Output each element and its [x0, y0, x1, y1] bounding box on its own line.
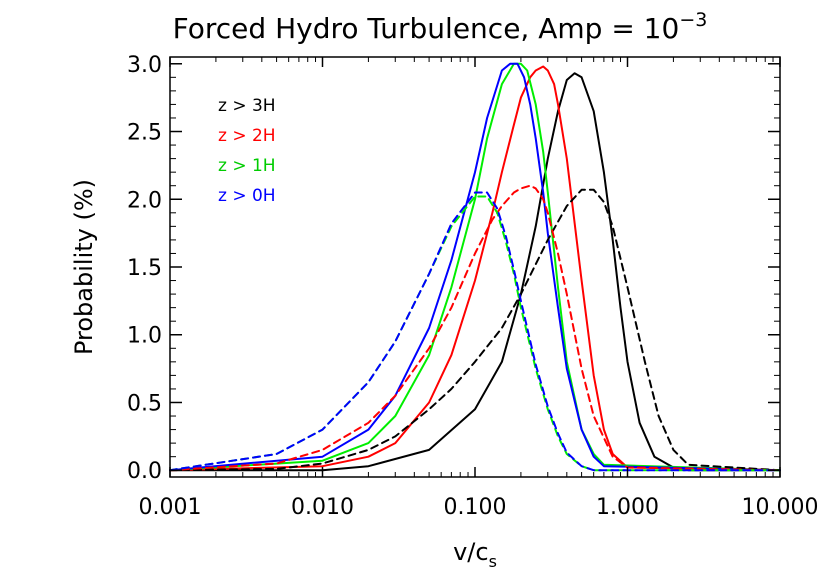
legend-entry: z > 1H [218, 156, 276, 176]
y-tick-label: 2.5 [127, 121, 162, 146]
series-line-solid [169, 65, 781, 472]
y-axis-label: Probability (%) [70, 179, 98, 355]
x-tick-label: 0.001 [139, 495, 202, 520]
chart-title: Forced Hydro Turbulence, Amp = 10−3 [173, 9, 708, 45]
y-tick-label: 1.0 [127, 324, 162, 349]
x-tick-label: 10.000 [742, 495, 819, 520]
chart-title-main: Forced Hydro Turbulence, Amp = 10 [173, 12, 680, 45]
x-axis-label-main: v/c [453, 538, 488, 566]
series-line-solid [169, 62, 781, 472]
series-line-dashed [169, 184, 781, 472]
x-tick-label: 0.100 [444, 495, 507, 520]
y-axis-ticks: 0.0 0.5 1.0 1.5 2.0 2.5 3.0 [127, 53, 780, 484]
x-tick-label: 0.010 [291, 495, 354, 520]
x-axis-ticks: 0.001 0.010 0.100 1.000 10.000 [139, 57, 819, 520]
legend: z > 3H z > 2H z > 1H z > 0H [218, 96, 276, 206]
series-line-dashed [169, 188, 781, 472]
legend-entry: z > 3H [218, 96, 276, 116]
series-line-dashed [169, 191, 781, 472]
x-tick-label: 1.000 [596, 495, 659, 520]
y-tick-label: 1.5 [127, 256, 162, 281]
x-axis-label-subscript: s [489, 552, 497, 571]
series-line-dashed [169, 195, 781, 472]
legend-entry: z > 2H [218, 126, 276, 146]
y-tick-label: 2.0 [127, 188, 162, 213]
plot-frame [169, 56, 781, 478]
y-tick-label: 0.5 [127, 391, 162, 416]
y-tick-label: 3.0 [127, 53, 162, 78]
plot-lines [169, 62, 781, 472]
series-line-solid [169, 72, 781, 472]
y-tick-label: 0.0 [127, 459, 162, 484]
chart-title-exponent: −3 [679, 9, 707, 31]
x-axis-label: v/cs [453, 538, 497, 571]
legend-entry: z > 0H [218, 186, 276, 206]
